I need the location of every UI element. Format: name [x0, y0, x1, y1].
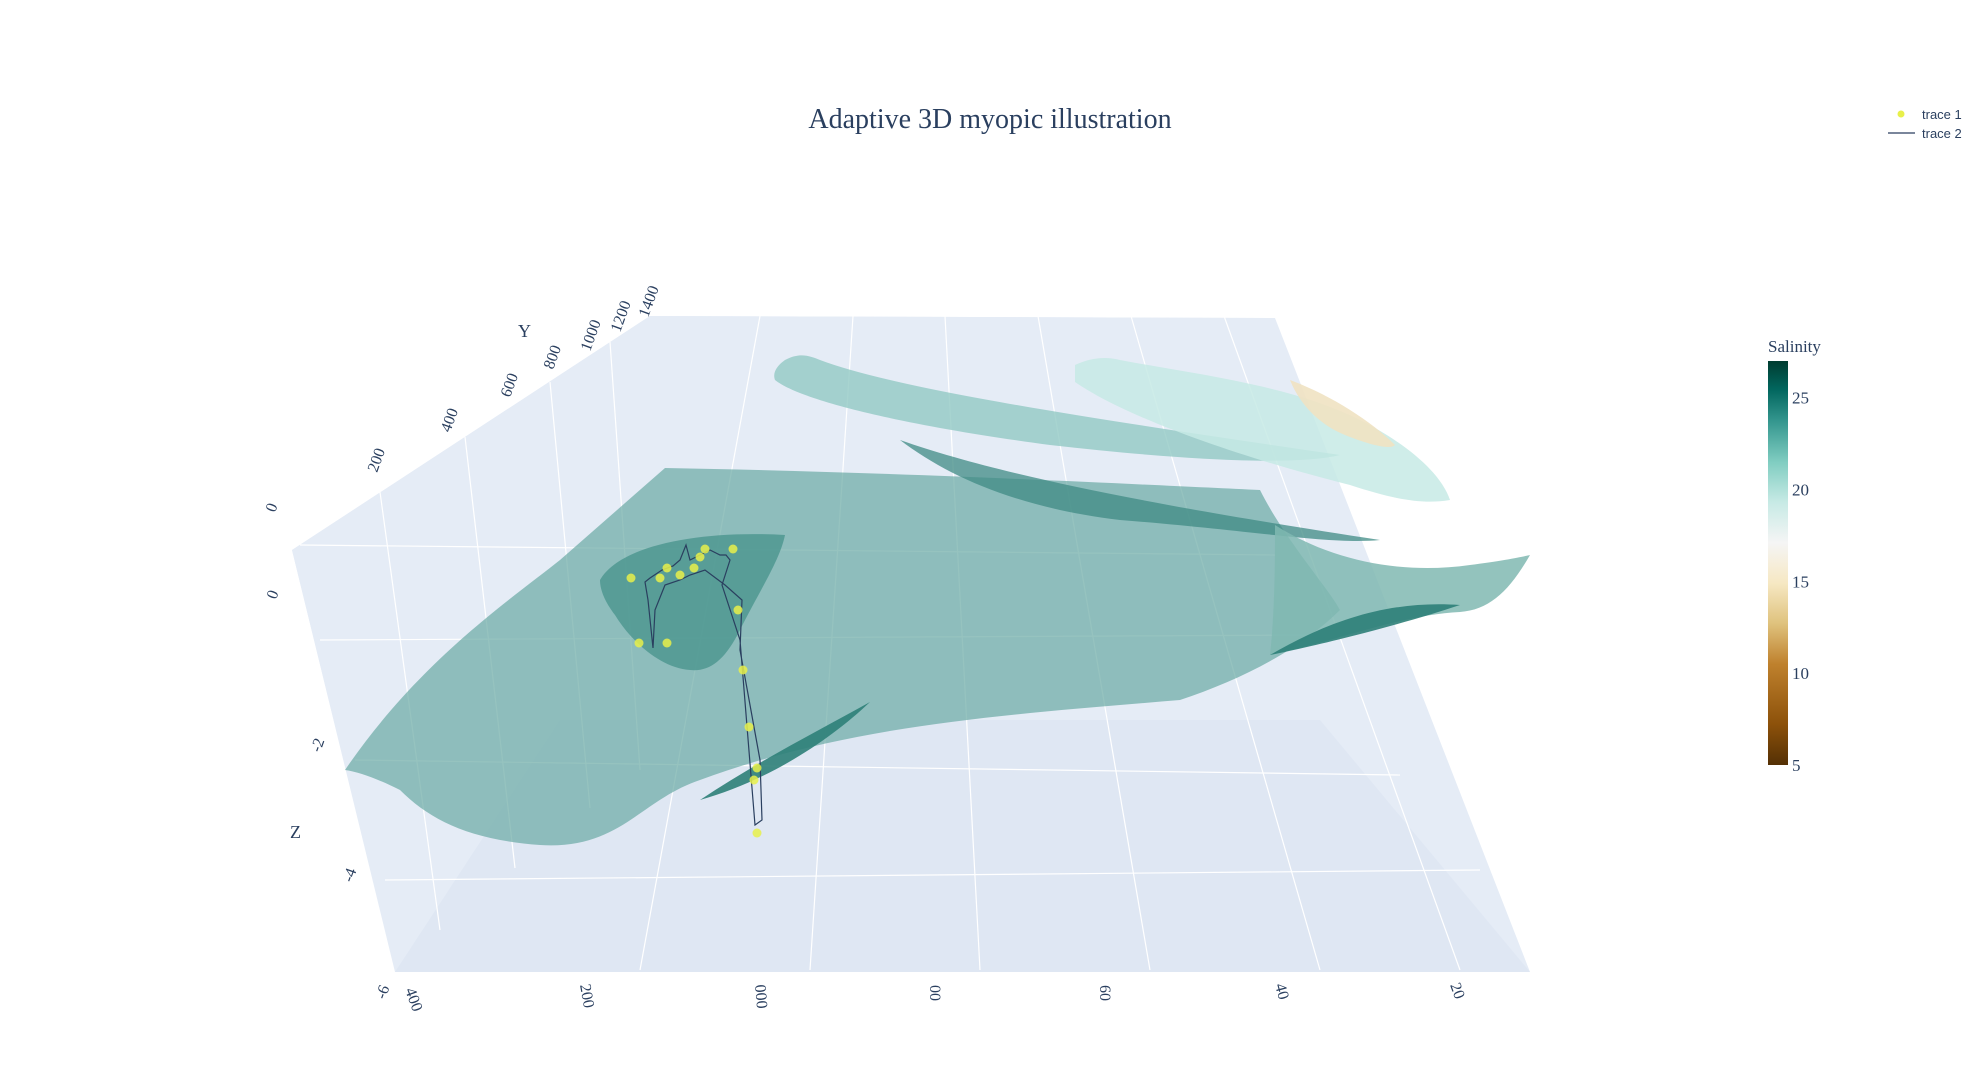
- trace-1-point[interactable]: [689, 563, 699, 573]
- trace-1-point[interactable]: [728, 544, 738, 554]
- x-tick-label: 00: [926, 985, 943, 1001]
- x-ticks: 400 200 000 00 60 40 20: [401, 981, 1467, 1014]
- surface-bowl: [600, 534, 785, 671]
- trace-1-point[interactable]: [662, 563, 672, 573]
- trace-1-point[interactable]: [744, 722, 754, 732]
- colorbar-ticks: 25 20 15 10 5: [1792, 389, 1809, 775]
- trace-1-point[interactable]: [738, 665, 748, 675]
- y-tick-label: 600: [498, 371, 522, 399]
- y-tick-label: 1400: [636, 283, 663, 319]
- surface-upper-right-tan: [1290, 380, 1395, 447]
- surface-upper-right: [1075, 357, 1450, 502]
- y-tick-label: 200: [365, 446, 389, 474]
- colorbar-tick-label: 10: [1792, 664, 1809, 683]
- colorbar-gradient: [1768, 361, 1788, 765]
- trace-1-markers[interactable]: [626, 544, 762, 838]
- trace-1-point[interactable]: [695, 552, 705, 562]
- y-tick-label: 800: [541, 343, 565, 371]
- surface-main: [345, 468, 1340, 846]
- colorbar-tick-label: 15: [1792, 572, 1809, 591]
- x-tick-label: 000: [751, 984, 770, 1009]
- y-axis-title: Y: [518, 321, 531, 341]
- trace-1-point[interactable]: [749, 775, 759, 785]
- colorbar-tick-label: 25: [1792, 389, 1809, 408]
- colorbar-tick-label: 20: [1792, 481, 1809, 500]
- y-tick-label: 400: [438, 406, 462, 434]
- z-tick-label: -4: [340, 866, 361, 884]
- legend: trace 1 trace 2: [1888, 107, 1962, 141]
- z-tick-label: 0: [264, 588, 283, 601]
- colorbar: Salinity 25 20 15 10 5: [1768, 337, 1821, 775]
- trace-1-point[interactable]: [700, 544, 710, 554]
- chart-title: Adaptive 3D myopic illustration: [808, 104, 1171, 135]
- surface-group[interactable]: [345, 355, 1530, 846]
- colorbar-title: Salinity: [1768, 337, 1821, 356]
- x-tick-label: 400: [401, 986, 425, 1014]
- trace-1-point[interactable]: [733, 605, 743, 615]
- trace-1-point[interactable]: [626, 573, 636, 583]
- surface-thin-blade: [700, 702, 870, 800]
- trace-1-point[interactable]: [752, 763, 762, 773]
- z-axis-title: Z: [290, 822, 301, 842]
- z-tick-label: -6: [373, 983, 394, 1001]
- surface-right-fold: [1270, 525, 1530, 655]
- legend-marker-swatch: [1897, 110, 1905, 118]
- x-tick-label: 20: [1446, 981, 1467, 1002]
- trace-1-point[interactable]: [662, 638, 672, 648]
- z-tick-label: -2: [308, 736, 329, 754]
- surface-upper-fold: [900, 440, 1380, 541]
- x-tick-label: 40: [1271, 982, 1292, 1002]
- trace-1-point[interactable]: [655, 573, 665, 583]
- z-ticks: 0 -2 -4 -6 Z: [264, 588, 394, 1001]
- legend-label-trace-2[interactable]: trace 2: [1922, 126, 1962, 141]
- x-tick-label: 200: [576, 983, 597, 1010]
- trace-1-point[interactable]: [634, 638, 644, 648]
- legend-label-trace-1[interactable]: trace 1: [1922, 107, 1962, 122]
- trace-1-point[interactable]: [752, 828, 762, 838]
- surface-right-blade: [1270, 604, 1460, 655]
- trace-1-point[interactable]: [675, 570, 685, 580]
- y-tick-label: 0: [263, 501, 282, 514]
- y-tick-label: 1000: [578, 317, 605, 353]
- colorbar-tick-label: 5: [1792, 756, 1801, 775]
- x-tick-label: 60: [1096, 985, 1113, 1001]
